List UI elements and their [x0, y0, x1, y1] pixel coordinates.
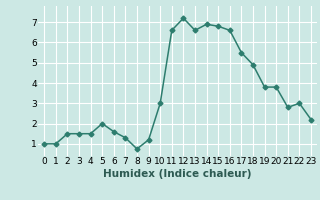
X-axis label: Humidex (Indice chaleur): Humidex (Indice chaleur): [103, 169, 252, 179]
